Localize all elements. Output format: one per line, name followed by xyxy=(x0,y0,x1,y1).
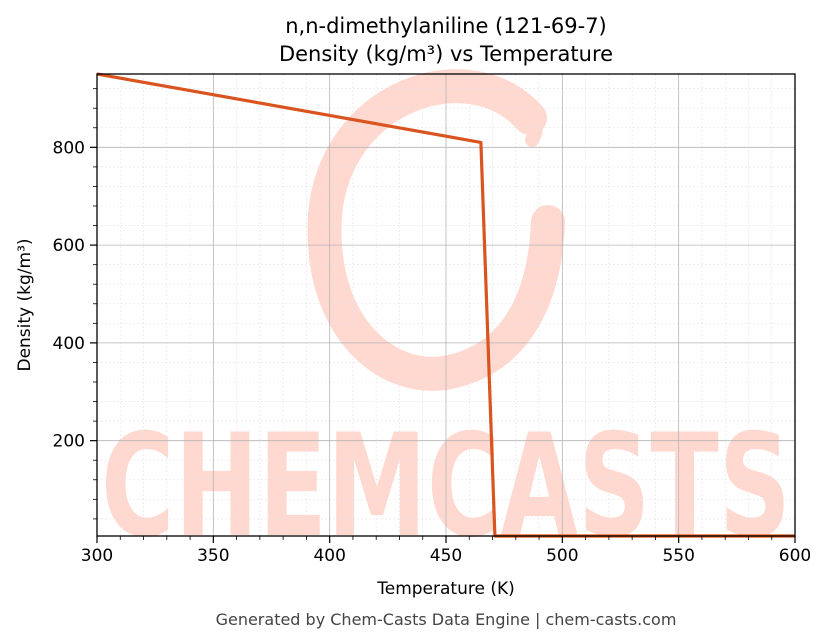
x-tick-label: 550 xyxy=(662,546,694,566)
x-tick-label: 300 xyxy=(81,546,113,566)
y-tick-label: 400 xyxy=(53,334,85,354)
x-tick-label: 350 xyxy=(197,546,229,566)
y-tick-label: 800 xyxy=(53,138,85,158)
x-tick-label: 450 xyxy=(430,546,462,566)
y-tick-label: 600 xyxy=(53,236,85,256)
x-tick-label: 600 xyxy=(779,546,811,566)
chart-title: n,n-dimethylaniline (121-69-7) xyxy=(285,14,607,38)
x-tick-label: 400 xyxy=(313,546,345,566)
y-tick-label: 200 xyxy=(53,432,85,452)
x-tick-label: 500 xyxy=(546,546,578,566)
y-axis-label: Density (kg/m³) xyxy=(15,238,35,371)
axis-ticks xyxy=(90,88,796,543)
tick-labels: 300 350 400 450 500 550 600 200 400 600 800 xyxy=(53,138,812,566)
chart-subtitle: Density (kg/m³) vs Temperature xyxy=(279,42,613,66)
footer-credit: Generated by Chem-Casts Data Engine | ch… xyxy=(216,610,677,629)
x-axis-label: Temperature (K) xyxy=(376,579,515,599)
watermark-logo xyxy=(307,69,565,391)
